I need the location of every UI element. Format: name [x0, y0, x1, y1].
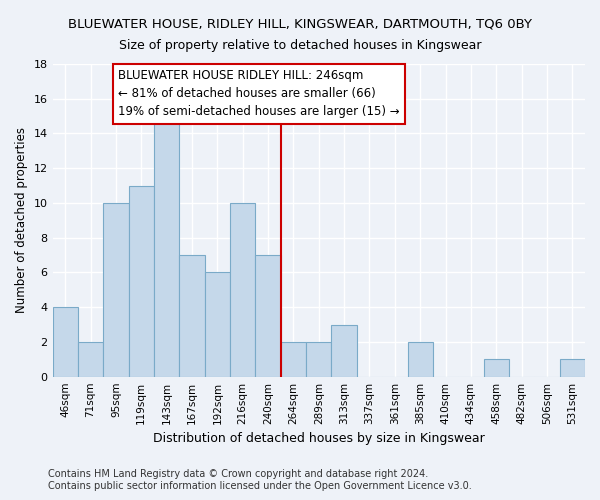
Bar — [53, 307, 78, 376]
Bar — [154, 116, 179, 376]
Bar — [78, 342, 103, 376]
Text: BLUEWATER HOUSE, RIDLEY HILL, KINGSWEAR, DARTMOUTH, TQ6 0BY: BLUEWATER HOUSE, RIDLEY HILL, KINGSWEAR,… — [68, 18, 532, 30]
Text: Contains HM Land Registry data © Crown copyright and database right 2024.
Contai: Contains HM Land Registry data © Crown c… — [48, 470, 472, 491]
Bar — [128, 186, 154, 376]
Text: Size of property relative to detached houses in Kingswear: Size of property relative to detached ho… — [119, 39, 481, 52]
Bar — [331, 324, 357, 376]
Bar — [230, 203, 256, 376]
Bar — [560, 360, 585, 376]
Bar — [281, 342, 306, 376]
Bar — [256, 255, 281, 376]
Bar — [205, 272, 230, 376]
Bar — [103, 203, 128, 376]
Y-axis label: Number of detached properties: Number of detached properties — [15, 128, 28, 314]
X-axis label: Distribution of detached houses by size in Kingswear: Distribution of detached houses by size … — [153, 432, 485, 445]
Bar — [484, 360, 509, 376]
Bar — [179, 255, 205, 376]
Bar — [407, 342, 433, 376]
Bar — [306, 342, 331, 376]
Text: BLUEWATER HOUSE RIDLEY HILL: 246sqm
← 81% of detached houses are smaller (66)
19: BLUEWATER HOUSE RIDLEY HILL: 246sqm ← 81… — [118, 69, 400, 118]
